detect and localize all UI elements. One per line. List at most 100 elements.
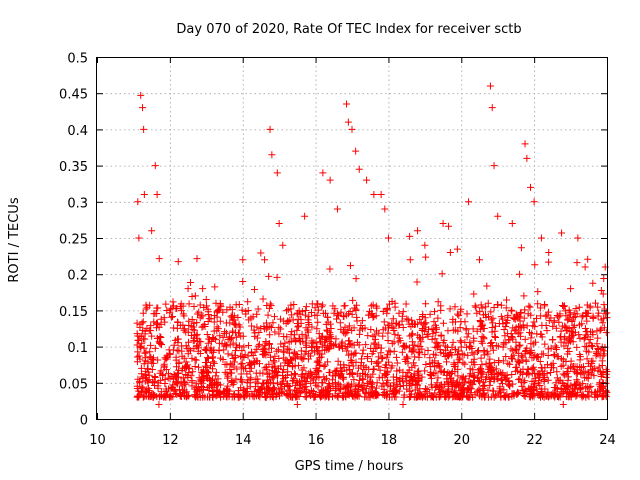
data-point xyxy=(216,317,224,325)
data-point xyxy=(526,303,534,311)
data-point xyxy=(573,310,581,318)
data-point xyxy=(489,319,497,327)
data-point xyxy=(328,376,336,384)
data-point xyxy=(268,151,276,159)
data-point xyxy=(443,389,451,397)
data-point xyxy=(478,361,486,369)
data-point xyxy=(290,374,298,382)
data-point xyxy=(472,303,480,311)
data-point xyxy=(369,301,377,309)
data-point xyxy=(439,319,447,327)
data-point xyxy=(562,323,570,331)
data-point xyxy=(400,382,408,390)
data-point xyxy=(263,301,271,309)
data-point xyxy=(175,347,183,355)
data-point xyxy=(204,339,212,347)
data-point xyxy=(194,310,202,318)
data-point xyxy=(187,322,195,330)
data-point xyxy=(520,379,528,387)
data-point xyxy=(202,372,210,380)
data-point xyxy=(414,370,422,378)
data-point xyxy=(232,347,240,355)
x-axis-label: GPS time / hours xyxy=(295,459,404,474)
data-point xyxy=(356,376,364,384)
data-point xyxy=(411,373,419,381)
data-point xyxy=(211,283,219,291)
data-point xyxy=(505,382,513,390)
data-point xyxy=(174,258,182,266)
data-point xyxy=(453,245,461,253)
data-point xyxy=(373,391,381,399)
data-point xyxy=(313,325,321,333)
data-point xyxy=(406,232,414,240)
data-point xyxy=(210,318,218,326)
data-point xyxy=(278,379,286,387)
data-point xyxy=(224,350,232,358)
data-point xyxy=(382,370,390,378)
data-point xyxy=(369,313,377,321)
data-point xyxy=(353,317,361,325)
data-point xyxy=(588,343,596,351)
data-point xyxy=(375,329,383,337)
data-point xyxy=(196,301,204,309)
data-point xyxy=(232,333,240,341)
data-point xyxy=(556,333,564,341)
data-point xyxy=(487,342,495,350)
data-point xyxy=(573,366,581,374)
data-point xyxy=(319,309,327,317)
data-point xyxy=(356,330,364,338)
data-point xyxy=(505,336,513,344)
data-point xyxy=(153,393,161,401)
data-point xyxy=(157,334,165,342)
data-point xyxy=(303,388,311,396)
data-point xyxy=(523,344,531,352)
data-point xyxy=(172,356,180,364)
data-point xyxy=(443,351,451,359)
data-point xyxy=(517,308,525,316)
data-point xyxy=(235,301,243,309)
data-point xyxy=(388,323,396,331)
data-point xyxy=(343,329,351,337)
data-point xyxy=(488,104,496,112)
x-tick-label: 20 xyxy=(454,433,471,448)
data-point xyxy=(279,375,287,383)
data-point xyxy=(500,325,508,333)
data-point xyxy=(321,376,329,384)
data-point xyxy=(443,358,451,366)
data-point xyxy=(144,379,152,387)
data-point xyxy=(428,359,436,367)
data-point xyxy=(543,311,551,319)
data-point xyxy=(579,369,587,377)
data-point xyxy=(313,343,321,351)
data-point xyxy=(521,377,529,385)
data-point xyxy=(279,387,287,395)
data-point xyxy=(445,222,453,230)
data-point xyxy=(474,346,482,354)
data-point xyxy=(408,347,416,355)
data-point xyxy=(434,314,442,322)
data-point xyxy=(589,279,597,287)
data-point xyxy=(224,372,232,380)
data-point xyxy=(228,334,236,342)
data-point xyxy=(380,318,388,326)
data-point xyxy=(370,365,378,373)
data-point xyxy=(375,353,383,361)
data-point xyxy=(313,358,321,366)
data-point xyxy=(488,328,496,336)
data-point xyxy=(383,393,391,401)
data-point xyxy=(244,352,252,360)
data-point xyxy=(284,368,292,376)
data-point xyxy=(268,387,276,395)
data-point xyxy=(310,393,318,401)
data-point xyxy=(287,305,295,313)
data-point xyxy=(227,369,235,377)
data-point xyxy=(522,357,530,365)
data-point xyxy=(259,379,267,387)
data-point xyxy=(426,310,434,318)
data-point xyxy=(583,343,591,351)
data-point xyxy=(174,318,182,326)
data-point xyxy=(279,347,287,355)
data-point xyxy=(215,347,223,355)
data-point xyxy=(481,381,489,389)
data-point xyxy=(456,390,464,398)
